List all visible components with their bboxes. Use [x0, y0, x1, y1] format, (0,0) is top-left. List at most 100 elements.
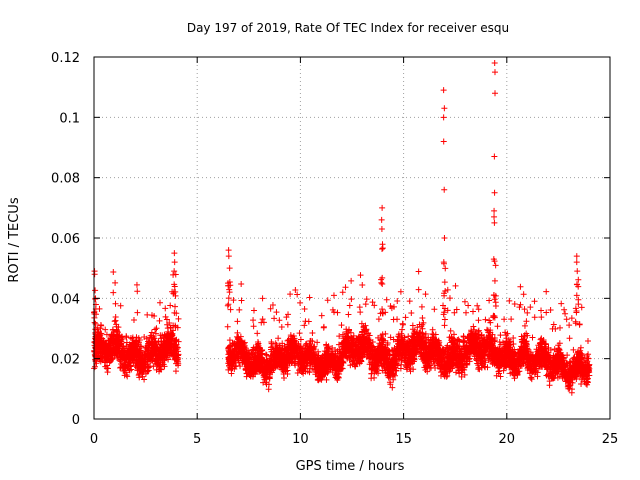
data-point: [328, 350, 335, 357]
data-point: [486, 297, 493, 304]
data-point: [110, 289, 117, 296]
data-point: [315, 377, 322, 384]
data-point: [172, 344, 179, 351]
data-point: [511, 300, 518, 307]
data-point: [256, 368, 263, 375]
data-point: [233, 351, 240, 358]
data-point: [335, 374, 342, 381]
data-point: [291, 348, 298, 355]
data-point: [133, 341, 140, 348]
data-point: [323, 342, 330, 349]
data-point: [306, 346, 313, 353]
data-point: [109, 347, 116, 354]
data-point: [156, 366, 163, 373]
data-point: [460, 333, 467, 340]
data-point: [117, 302, 124, 309]
data-point: [339, 289, 346, 296]
data-point: [130, 317, 137, 324]
data-point: [148, 329, 155, 336]
data-point: [465, 302, 472, 309]
data-point: [114, 329, 121, 336]
data-point: [531, 298, 538, 305]
data-point: [312, 371, 319, 378]
data-point: [315, 348, 322, 355]
data-point: [123, 334, 130, 341]
data-point: [156, 346, 163, 353]
data-point: [285, 337, 292, 344]
data-point: [152, 326, 159, 333]
data-point: [158, 366, 165, 373]
data-point: [292, 287, 299, 294]
data-point: [306, 294, 313, 301]
data-point: [135, 360, 142, 367]
data-point: [287, 332, 294, 339]
data-point: [124, 373, 131, 380]
data-point: [248, 349, 255, 356]
data-point: [162, 305, 169, 312]
data-point: [226, 361, 233, 368]
data-point: [121, 372, 128, 379]
data-point: [383, 296, 390, 303]
data-point: [226, 343, 233, 350]
data-point: [259, 316, 266, 323]
data-point: [291, 342, 298, 349]
data-point: [324, 347, 331, 354]
data-point: [141, 376, 148, 383]
data-point: [315, 362, 322, 369]
data-point: [237, 339, 244, 346]
data-point: [130, 349, 137, 356]
data-point: [132, 340, 139, 347]
data-point: [275, 335, 282, 342]
data-point: [284, 341, 291, 348]
data-point: [165, 328, 172, 335]
data-point: [120, 361, 127, 368]
data-point: [147, 363, 154, 370]
data-point: [151, 358, 158, 365]
data-point: [125, 345, 132, 352]
data-point: [227, 348, 234, 355]
data-point: [538, 314, 545, 321]
data-point: [494, 323, 501, 330]
data-point: [95, 344, 102, 351]
data-point: [289, 338, 296, 345]
data-point: [242, 366, 249, 373]
data-point: [151, 313, 158, 320]
data-point: [148, 334, 155, 341]
data-point: [266, 362, 273, 369]
data-point: [111, 338, 118, 345]
data-point: [305, 318, 312, 325]
data-point: [346, 302, 353, 309]
data-point: [247, 356, 254, 363]
data-point: [309, 365, 316, 372]
data-point: [142, 344, 149, 351]
data-point: [235, 355, 242, 362]
data-point: [444, 286, 451, 293]
data-point: [297, 355, 304, 362]
data-point: [250, 346, 257, 353]
data-point: [173, 351, 180, 358]
data-point: [520, 291, 527, 298]
data-point: [294, 291, 301, 298]
chart-title: Day 197 of 2019, Rate Of TEC Index for r…: [187, 21, 509, 35]
data-point: [128, 341, 135, 348]
data-point: [120, 345, 127, 352]
data-point: [283, 314, 290, 321]
data-point: [134, 351, 141, 358]
data-point: [134, 288, 141, 295]
data-point: [309, 345, 316, 352]
data-point: [231, 363, 238, 370]
data-point: [102, 343, 109, 350]
data-point: [262, 365, 269, 372]
data-point: [318, 358, 325, 365]
data-point: [284, 348, 291, 355]
data-point: [297, 336, 304, 343]
data-point: [419, 314, 426, 321]
data-point: [263, 352, 270, 359]
data-point: [524, 309, 531, 316]
data-point: [363, 296, 370, 303]
data-point: [167, 302, 174, 309]
data-point: [174, 358, 181, 365]
data-point: [263, 381, 270, 388]
data-point: [134, 367, 141, 374]
data-point: [107, 355, 114, 362]
